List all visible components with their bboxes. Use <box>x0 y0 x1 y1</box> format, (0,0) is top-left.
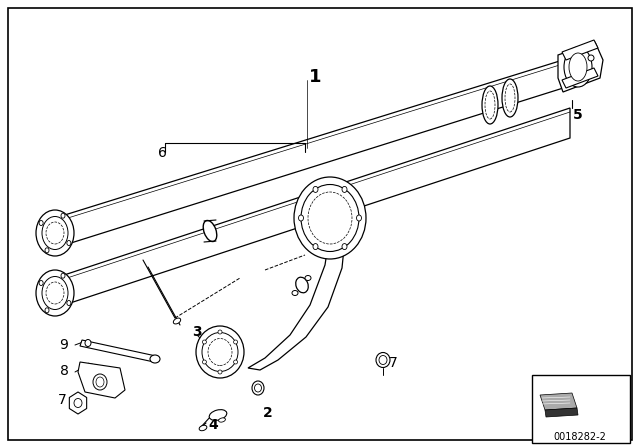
Ellipse shape <box>255 384 262 392</box>
Polygon shape <box>562 40 598 60</box>
Ellipse shape <box>61 273 65 278</box>
Ellipse shape <box>39 280 43 285</box>
Ellipse shape <box>313 244 318 250</box>
Ellipse shape <box>150 355 160 363</box>
Ellipse shape <box>67 241 71 246</box>
Text: 7: 7 <box>58 393 67 407</box>
Polygon shape <box>558 42 603 92</box>
Ellipse shape <box>85 340 91 346</box>
Text: 5: 5 <box>573 108 583 122</box>
Ellipse shape <box>93 374 107 390</box>
Ellipse shape <box>209 409 227 420</box>
Ellipse shape <box>202 332 238 371</box>
Ellipse shape <box>218 370 222 374</box>
Polygon shape <box>540 393 577 410</box>
Polygon shape <box>562 68 598 88</box>
Ellipse shape <box>564 47 592 87</box>
Ellipse shape <box>342 244 347 250</box>
Ellipse shape <box>45 248 49 253</box>
Ellipse shape <box>294 177 366 259</box>
Ellipse shape <box>234 340 237 344</box>
Ellipse shape <box>36 270 74 316</box>
Ellipse shape <box>202 340 207 344</box>
Ellipse shape <box>482 86 498 124</box>
Ellipse shape <box>42 276 68 310</box>
Text: 2: 2 <box>263 406 273 420</box>
Ellipse shape <box>301 185 359 251</box>
Ellipse shape <box>36 210 74 256</box>
Ellipse shape <box>219 418 225 422</box>
Ellipse shape <box>234 360 237 364</box>
Ellipse shape <box>45 308 49 313</box>
Ellipse shape <box>292 290 298 296</box>
Ellipse shape <box>313 186 318 193</box>
Ellipse shape <box>202 360 207 364</box>
Ellipse shape <box>199 425 207 431</box>
Ellipse shape <box>296 277 308 293</box>
Ellipse shape <box>356 215 362 221</box>
Ellipse shape <box>196 326 244 378</box>
Polygon shape <box>55 50 595 248</box>
Ellipse shape <box>67 301 71 306</box>
Ellipse shape <box>42 216 68 250</box>
Ellipse shape <box>588 55 594 61</box>
Ellipse shape <box>61 213 65 218</box>
Bar <box>532 375 630 443</box>
Text: 0018282-2: 0018282-2 <box>554 432 607 442</box>
Polygon shape <box>78 362 125 398</box>
Ellipse shape <box>74 399 82 408</box>
Polygon shape <box>248 232 345 370</box>
Ellipse shape <box>342 186 347 193</box>
Ellipse shape <box>218 330 222 334</box>
Ellipse shape <box>204 220 217 241</box>
Polygon shape <box>69 392 86 414</box>
Ellipse shape <box>502 79 518 117</box>
Text: 1: 1 <box>308 68 321 86</box>
Ellipse shape <box>173 318 180 324</box>
Ellipse shape <box>376 353 390 367</box>
Ellipse shape <box>252 381 264 395</box>
Text: 3: 3 <box>192 325 202 339</box>
Ellipse shape <box>298 215 303 221</box>
Polygon shape <box>80 340 156 362</box>
Ellipse shape <box>39 220 43 225</box>
Text: 4: 4 <box>208 418 218 432</box>
Ellipse shape <box>96 377 104 387</box>
Text: 9: 9 <box>60 338 68 352</box>
Text: 8: 8 <box>60 364 68 378</box>
Ellipse shape <box>379 356 387 365</box>
Ellipse shape <box>569 53 587 81</box>
Text: 7: 7 <box>388 356 397 370</box>
Ellipse shape <box>305 276 311 280</box>
Polygon shape <box>545 408 578 417</box>
Text: 6: 6 <box>157 146 166 160</box>
Polygon shape <box>55 108 570 308</box>
